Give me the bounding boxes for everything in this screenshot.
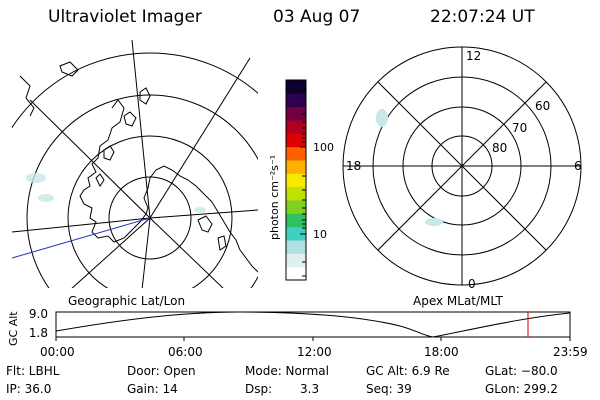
aurora-patch bbox=[26, 173, 46, 183]
geo-meridian-4 bbox=[149, 209, 258, 219]
mlat-70-label: 70 bbox=[512, 121, 527, 135]
glon-info: GLon: 299.2 bbox=[485, 382, 558, 396]
geo-meridian-7 bbox=[71, 217, 151, 288]
geo-meridian-2 bbox=[131, 40, 151, 219]
date-label: 03 Aug 07 bbox=[273, 7, 361, 27]
gc-alt-info: GC Alt: 6.9 Re bbox=[366, 364, 450, 378]
colorbar-segment bbox=[286, 93, 306, 108]
x-tick-label: 23:59 bbox=[553, 345, 588, 359]
apex-label: Apex MLat/MLT bbox=[413, 294, 503, 308]
colorbar-segment bbox=[286, 173, 306, 188]
mlt-0-label: 0 bbox=[468, 277, 476, 291]
mlt-12-label: 12 bbox=[466, 49, 481, 63]
colorbar-segment bbox=[286, 266, 306, 281]
aurora-patch bbox=[425, 218, 443, 226]
geographic-map bbox=[12, 40, 258, 288]
colorbar-segment bbox=[286, 240, 306, 254]
instrument-title: Ultraviolet Imager bbox=[48, 7, 202, 27]
y-max-label: 9.0 bbox=[29, 307, 48, 321]
geo-meridian-1 bbox=[29, 99, 151, 219]
mlt-6-label: 6 bbox=[574, 159, 582, 173]
mlat-60-label: 60 bbox=[535, 99, 550, 113]
ip-info: IP: 36.0 bbox=[6, 382, 52, 396]
colorbar-tick-100: 100 bbox=[313, 141, 334, 154]
altitude-plot: Geographic Lat/Lon Apex MLat/MLT 9.0 1.8… bbox=[7, 294, 588, 359]
aurora-patch bbox=[376, 109, 388, 127]
time-label: 22:07:24 UT bbox=[430, 7, 535, 27]
polar-diagonal-2 bbox=[377, 81, 547, 251]
altitude-plot-frame bbox=[55, 311, 571, 338]
geo-meridian-6 bbox=[141, 217, 151, 288]
colorbar-segment bbox=[286, 160, 306, 174]
aurora-patch bbox=[38, 194, 54, 202]
door-info: Door: Open bbox=[127, 364, 196, 378]
altitude-axis-title: GC Alt bbox=[7, 311, 20, 346]
dsp-label: Dsp: bbox=[245, 382, 273, 396]
mlat-80-label: 80 bbox=[492, 141, 507, 155]
altitude-curve bbox=[56, 312, 570, 337]
colorbar-segment bbox=[286, 80, 306, 94]
filter-info: Flt: LBHL bbox=[6, 364, 60, 378]
colorbar-segment bbox=[286, 226, 306, 241]
colorbar-segment bbox=[286, 200, 306, 214]
x-tick-label: 18:00 bbox=[424, 345, 459, 359]
gain-info: Gain: 14 bbox=[127, 382, 178, 396]
geographic-label: Geographic Lat/Lon bbox=[68, 294, 185, 308]
geo-meridian-5 bbox=[149, 217, 224, 288]
colorbar-segment bbox=[286, 146, 306, 161]
colorbar-segment bbox=[286, 213, 306, 228]
glat-info: GLat: −80.0 bbox=[485, 364, 558, 378]
colorbar-tick-10: 10 bbox=[313, 228, 327, 241]
colorbar-unit-label: photon cm⁻²s⁻¹ bbox=[268, 155, 281, 240]
coastline bbox=[19, 61, 258, 273]
colorbar-segment bbox=[286, 253, 306, 268]
aurora-patch bbox=[194, 207, 206, 213]
seq-info: Seq: 39 bbox=[366, 382, 412, 396]
colorbar-frame bbox=[285, 79, 307, 281]
colorbar-segment bbox=[286, 106, 306, 121]
colorbar: 100 10 photon cm⁻²s⁻¹ bbox=[268, 79, 334, 281]
satellite-track bbox=[12, 217, 151, 259]
polar-plot: 12 18 6 0 60 70 80 bbox=[342, 46, 582, 291]
geo-lat-circle-1 bbox=[108, 176, 192, 260]
geo-lat-circle-4 bbox=[12, 52, 258, 129]
x-tick-label: 06:00 bbox=[168, 345, 203, 359]
geo-meridian-8 bbox=[12, 217, 151, 233]
dsp-value: 3.3 bbox=[300, 382, 320, 396]
geo-meridian-3 bbox=[149, 57, 251, 219]
geo-lat-circle-2 bbox=[67, 135, 233, 288]
colorbar-segment bbox=[286, 133, 306, 148]
colorbar-segment bbox=[286, 186, 306, 201]
x-tick-label: 12:00 bbox=[297, 345, 332, 359]
y-min-label: 1.8 bbox=[29, 326, 48, 340]
mlt-18-label: 18 bbox=[346, 159, 361, 173]
mode-info: Mode: Normal bbox=[245, 364, 329, 378]
x-tick-label: 00:00 bbox=[40, 345, 75, 359]
colorbar-segment bbox=[286, 120, 306, 134]
